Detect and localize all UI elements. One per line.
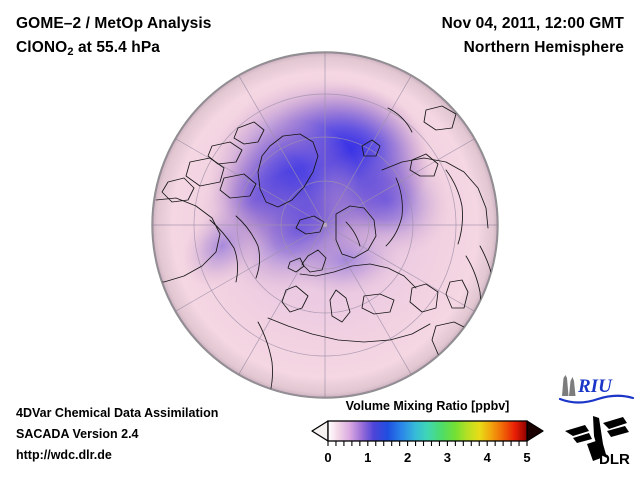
website-link[interactable]: http://wdc.dlr.de (16, 448, 112, 462)
colorbar-tick-label: 0 (324, 450, 331, 465)
colorbar-title: Volume Mixing Ratio [ppbv] (345, 399, 510, 413)
page-title: GOME–2 / MetOp Analysis (16, 15, 212, 32)
colorbar-ticks (327, 441, 528, 446)
dlr-logo-svg: DLR (565, 416, 630, 468)
dlr-wordmark: DLR (599, 451, 630, 466)
colorbar-tick-label: 2 (404, 450, 411, 465)
version-label: SACADA Version 2.4 (16, 427, 139, 441)
colorbar-high-arrow (526, 420, 544, 442)
globe-outline (151, 51, 499, 399)
riu-logo-svg: RIU (558, 375, 635, 404)
globe-svg (151, 51, 499, 399)
colorbar-tick-labels: 0 1 2 3 4 5 (324, 450, 530, 465)
dlr-eagle-icon (565, 416, 629, 461)
species-pressure-label: ClONO2 at 55.4 hPa (16, 36, 356, 64)
colorbar-tick-label: 3 (444, 450, 451, 465)
header-right-block: Nov 04, 2011, 12:00 GMT Northern Hemisph… (324, 12, 624, 60)
region-label: Northern Hemisphere (463, 39, 624, 56)
globe-limb-shading (152, 52, 498, 398)
riu-wordmark: RIU (577, 376, 613, 397)
riu-tower-icon (562, 375, 576, 396)
colorbar-tick-label: 4 (484, 450, 492, 465)
timestamp-label: Nov 04, 2011, 12:00 GMT (441, 15, 624, 32)
colorbar-tick-label: 1 (364, 450, 371, 465)
dlr-logo: DLR (563, 414, 635, 468)
species-subscript: 2 (67, 46, 74, 58)
riu-logo: RIU (556, 372, 636, 406)
globe-map (150, 50, 500, 400)
colorbar-block: Volume Mixing Ratio [ppbv] 0 1 2 3 4 5 (310, 398, 545, 468)
header-left-block: GOME–2 / MetOp Analysis ClONO2 at 55.4 h… (16, 12, 356, 64)
colorbar-gradient (327, 420, 528, 442)
species-name: ClONO (16, 39, 68, 56)
riu-wave-icon (558, 394, 635, 404)
footer-left-block: 4DVar Chemical Data Assimilation SACADA … (16, 403, 306, 466)
colorbar-low-arrow (311, 420, 329, 442)
colorbar-tick-label: 5 (523, 450, 530, 465)
pressure-level: at 55.4 hPa (73, 39, 161, 56)
colorbar-svg: 0 1 2 3 4 5 (311, 420, 544, 465)
assimilation-label: 4DVar Chemical Data Assimilation (16, 406, 219, 420)
